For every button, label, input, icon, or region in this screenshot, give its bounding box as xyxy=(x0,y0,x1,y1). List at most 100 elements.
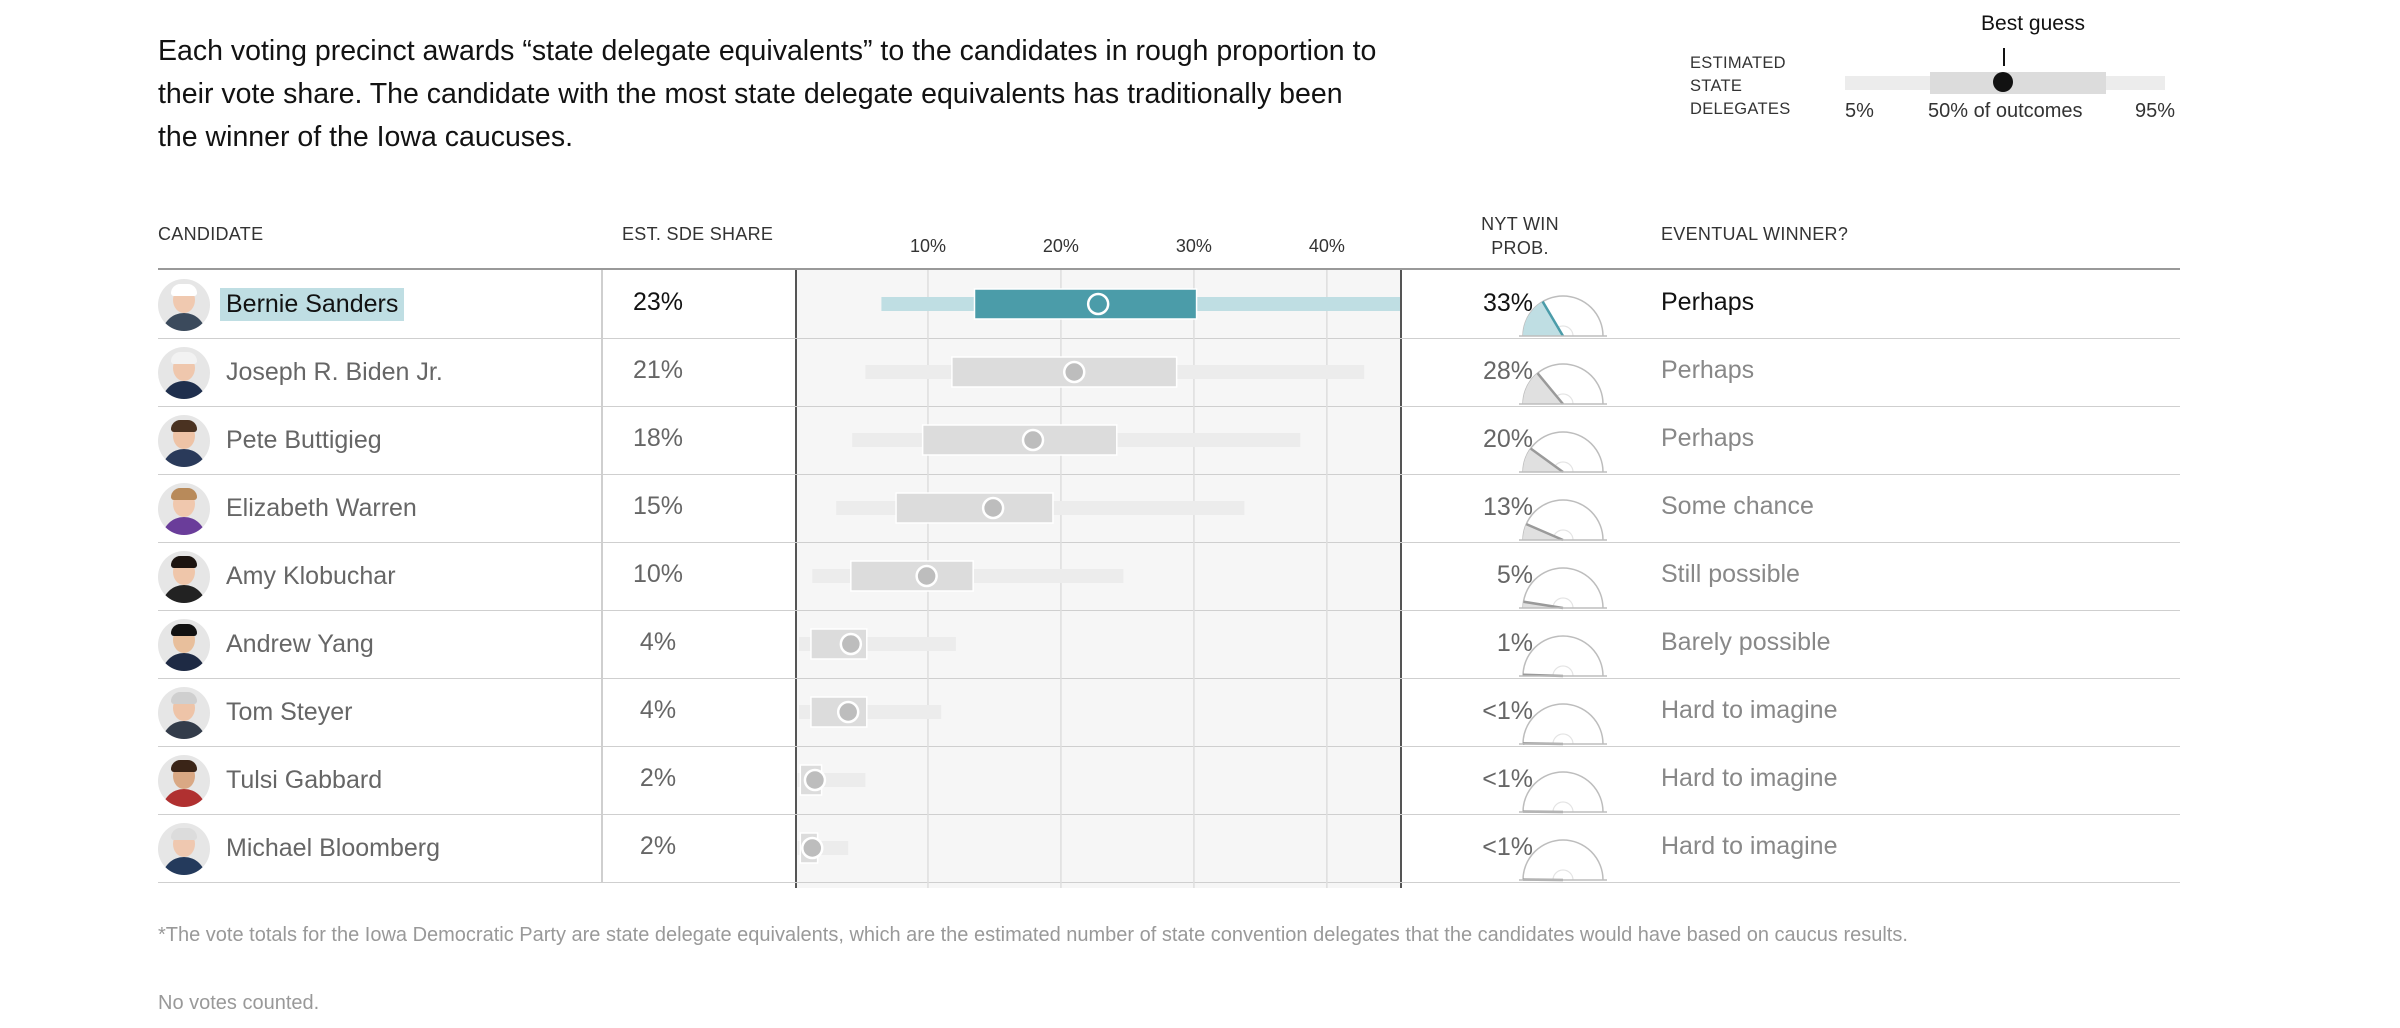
avatar-hair xyxy=(171,692,197,704)
avatar-torso xyxy=(162,857,206,875)
win-probability-value: <1% xyxy=(1482,697,1533,725)
key-label: ESTIMATED STATE DELEGATES xyxy=(1690,52,1791,121)
gauge-fill xyxy=(1523,373,1563,404)
candidate-name[interactable]: Andrew Yang xyxy=(226,630,374,658)
column-separator xyxy=(601,746,603,814)
key-mid-label: 50% of outcomes xyxy=(1928,100,2083,122)
table-row[interactable]: Pete Buttigieg 18% 20% Perhaps xyxy=(158,406,2180,475)
key-best-guess-tick xyxy=(2003,48,2005,66)
candidate-name[interactable]: Elizabeth Warren xyxy=(226,494,417,522)
key-label-line: STATE xyxy=(1690,77,1743,95)
candidate-avatar xyxy=(158,755,210,807)
sde-share-value: 4% xyxy=(639,628,677,656)
avatar-torso xyxy=(162,721,206,739)
column-separator xyxy=(601,270,603,338)
eventual-winner-verdict: Some chance xyxy=(1661,492,1814,520)
gauge-fill xyxy=(1523,301,1563,336)
table-row[interactable]: Joseph R. Biden Jr. 21% 28% Perhaps xyxy=(158,338,2180,407)
key-p95-label: 95% xyxy=(2135,100,2176,122)
best-guess-dot xyxy=(1086,292,1110,316)
win-probability-gauge xyxy=(1519,295,1607,337)
avatar-torso xyxy=(162,653,206,671)
gauge-needle xyxy=(1523,600,1564,610)
x-tick-label: 30% xyxy=(1175,236,1212,256)
best-guess-dot xyxy=(839,632,863,656)
win-probability-gauge xyxy=(1519,771,1607,814)
key-label-line: DELEGATES xyxy=(1690,100,1791,118)
avatar-torso xyxy=(162,313,206,331)
best-guess-dot xyxy=(981,496,1005,520)
table-row[interactable]: Tulsi Gabbard 2% <1% Hard to imagine xyxy=(158,746,2180,815)
candidate-name[interactable]: Amy Klobuchar xyxy=(226,562,396,590)
win-probability-value: 28% xyxy=(1482,357,1533,385)
sde-share-value: 21% xyxy=(632,356,684,384)
table-row[interactable]: Amy Klobuchar 10% 5% Still possible xyxy=(158,542,2180,611)
table-row[interactable]: Elizabeth Warren 15% 13% Some chance xyxy=(158,474,2180,543)
best-guess-dot xyxy=(915,564,938,588)
range-key: Best guess ESTIMATED STATE DELEGATES 5% … xyxy=(1690,0,2210,140)
candidate-name[interactable]: Bernie Sanders xyxy=(220,288,405,321)
win-probability-gauge xyxy=(1519,431,1607,474)
table-row[interactable]: Andrew Yang 4% 1% Barely possible xyxy=(158,610,2180,679)
win-probability-value: 13% xyxy=(1482,493,1533,521)
x-tick-label: 10% xyxy=(909,236,946,256)
header-candidate: CANDIDATE xyxy=(158,224,264,244)
column-separator xyxy=(601,678,603,746)
header-eventual-winner: EVENTUAL WINNER? xyxy=(1661,224,1849,244)
best-guess-dot xyxy=(836,700,860,724)
candidate-name[interactable]: Tom Steyer xyxy=(226,698,353,726)
gauge-dial xyxy=(1522,635,1604,677)
avatar-torso xyxy=(162,789,206,807)
avatar-torso xyxy=(162,517,206,535)
avatar-hair xyxy=(171,284,197,296)
sde-share-value: 2% xyxy=(639,764,677,792)
column-separator xyxy=(601,474,603,542)
candidate-avatar xyxy=(158,551,210,603)
eventual-winner-verdict: Hard to imagine xyxy=(1661,764,1838,792)
candidate-avatar xyxy=(158,823,210,875)
eventual-winner-verdict: Perhaps xyxy=(1661,356,1755,384)
avatar-hair xyxy=(171,760,197,772)
table-row[interactable]: Bernie Sanders 23% 33% Perhaps xyxy=(158,270,2180,339)
eventual-winner-verdict: Hard to imagine xyxy=(1661,696,1838,724)
column-separator xyxy=(601,406,603,474)
header-winprob-line: PROB. xyxy=(1491,238,1549,258)
chart-right-border xyxy=(1400,270,1402,888)
avatar-hair xyxy=(171,488,197,500)
sde-share-value: 18% xyxy=(632,424,684,452)
sde-share-value: 4% xyxy=(639,696,677,724)
range-50-bar xyxy=(921,424,1118,456)
chart-left-border xyxy=(795,270,797,888)
win-probability-value: <1% xyxy=(1482,833,1533,861)
candidate-avatar xyxy=(158,279,210,331)
gauge-hub xyxy=(1552,597,1574,609)
avatar-torso xyxy=(162,381,206,399)
win-probability-gauge xyxy=(1519,635,1607,678)
candidate-avatar xyxy=(158,483,210,535)
column-separator xyxy=(601,542,603,610)
gauge-needle xyxy=(1536,372,1564,405)
header-winprob: NYT WIN PROB. xyxy=(1470,212,1570,260)
candidate-name[interactable]: Tulsi Gabbard xyxy=(226,766,383,794)
gauge-hub xyxy=(1552,733,1574,745)
table-row[interactable]: Tom Steyer 4% <1% Hard to imagine xyxy=(158,678,2180,747)
gauge-dial xyxy=(1522,567,1604,609)
header-rule xyxy=(158,268,2180,270)
column-separator xyxy=(601,338,603,406)
x-tick-label: 20% xyxy=(1042,236,1079,256)
candidate-name[interactable]: Joseph R. Biden Jr. xyxy=(226,358,443,386)
win-probability-value: 1% xyxy=(1496,629,1533,657)
candidate-avatar xyxy=(158,687,210,739)
win-probability-gauge xyxy=(1519,363,1607,405)
best-guess-dot xyxy=(1021,428,1045,452)
candidate-name[interactable]: Michael Bloomberg xyxy=(226,834,440,862)
win-probability-value: 33% xyxy=(1482,289,1533,317)
sde-share-value: 10% xyxy=(632,560,684,588)
avatar-torso xyxy=(162,585,206,603)
gauge-dial xyxy=(1522,839,1604,881)
range-50-bar xyxy=(850,560,974,592)
key-label-line: ESTIMATED xyxy=(1690,54,1786,72)
table-row[interactable]: Michael Bloomberg 2% <1% Hard to imagine xyxy=(158,814,2180,883)
candidate-name[interactable]: Pete Buttigieg xyxy=(226,426,382,454)
sde-share-value: 23% xyxy=(632,288,684,316)
